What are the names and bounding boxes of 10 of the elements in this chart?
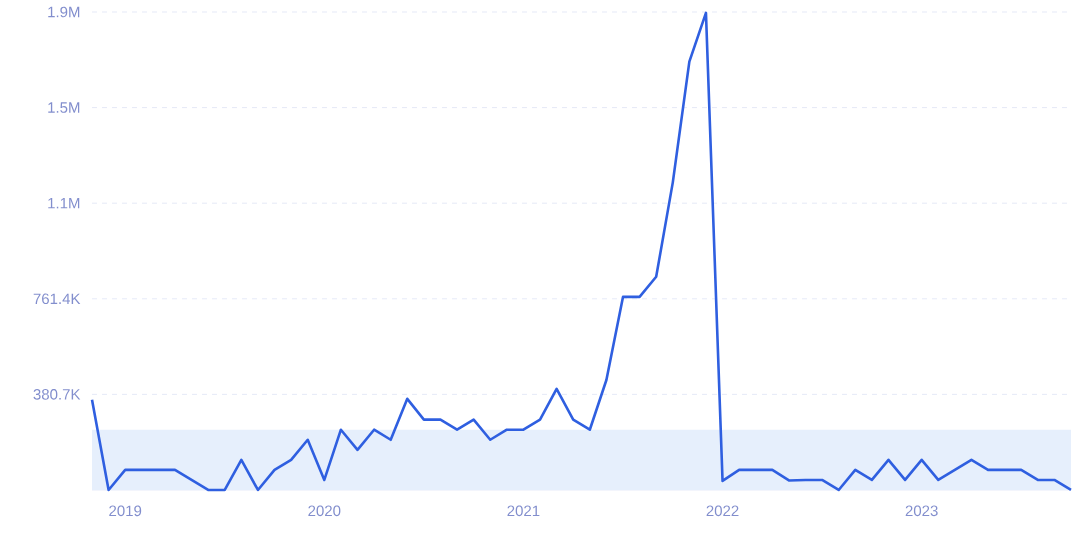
x-tick-label: 2021 xyxy=(507,505,540,517)
x-tick-label: 2019 xyxy=(109,505,142,517)
x-tick-label: 2022 xyxy=(706,505,739,517)
y-tick-label: 380.7K xyxy=(33,389,81,400)
y-tick-label: 1.1M xyxy=(48,198,80,209)
x-tick-label: 2023 xyxy=(905,505,938,517)
y-tick-label: 761.4K xyxy=(33,293,81,305)
y-tick-label: 1.9M xyxy=(48,6,80,18)
y-tick-label: 1.5M xyxy=(48,102,80,113)
x-tick-label: 2020 xyxy=(308,505,341,517)
